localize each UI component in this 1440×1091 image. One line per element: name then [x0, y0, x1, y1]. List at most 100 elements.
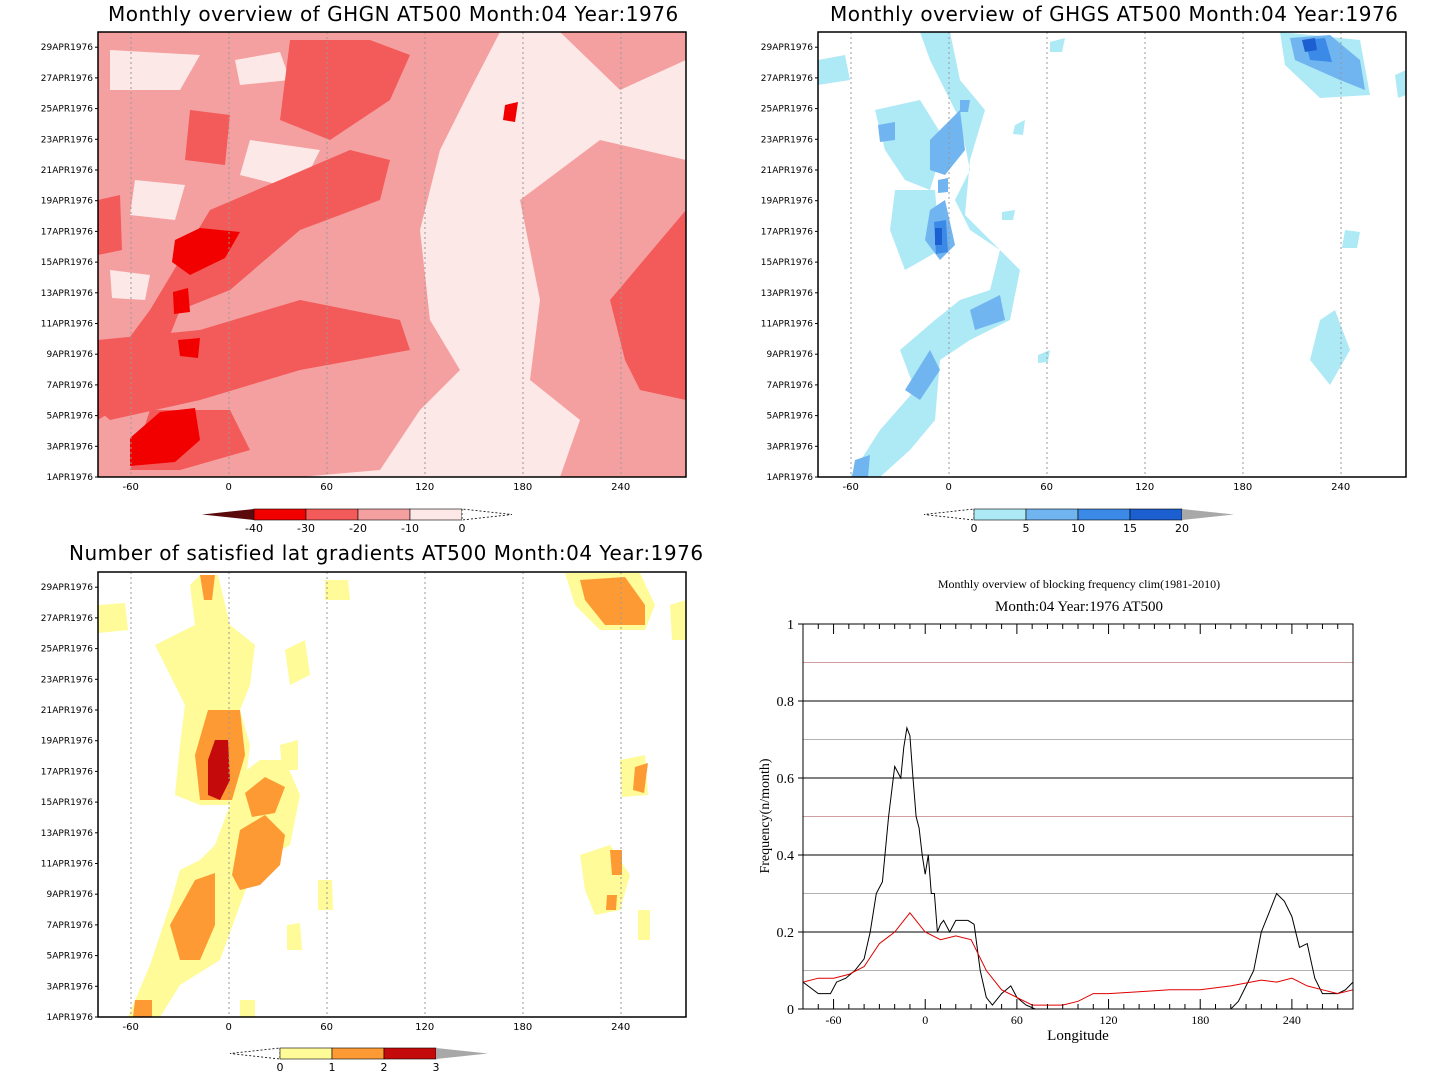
lat-title: Number of satisfied lat gradients AT500 … [69, 541, 704, 565]
colorbar-label: 0 [971, 522, 978, 535]
x-tick-label: 240 [611, 1022, 630, 1033]
ghgn-map: 1APR1976 3APR1976 5APR1976 7APR1976 9APR1976… [41, 31, 687, 535]
x-tick-label: 180 [513, 482, 532, 493]
y-tick-label: 1APR1976 [47, 1013, 94, 1023]
lat-frame [97, 571, 687, 1018]
colorbar-box [253, 508, 307, 521]
x-tick-label: 180 [513, 1022, 532, 1033]
ghgs-gridlines [850, 32, 1342, 477]
y-tick-label: 3APR1976 [47, 442, 94, 452]
ghgn-panel: Monthly overview of GHGN AT500 Month:04 … [0, 0, 720, 545]
x-tick-label: 240 [611, 482, 630, 493]
colorbar-label: 5 [1023, 522, 1030, 535]
y-tick-label: 19APR1976 [761, 197, 813, 207]
ghgn-gridlines [130, 32, 622, 477]
colorbar-extend-left [202, 509, 254, 520]
x-tick-label: 0 [945, 482, 951, 493]
lat-contours [98, 573, 686, 1017]
y-tick-label: 25APR1976 [761, 105, 813, 115]
y-tick-label: 3APR1976 [767, 442, 814, 452]
colorbar-box [1025, 508, 1079, 521]
y-tick-label: 11APR1976 [41, 860, 93, 870]
y-tick-label: 29APR1976 [41, 583, 93, 593]
y-tick-label: 27APR1976 [41, 74, 93, 84]
colorbar-box [279, 1047, 333, 1060]
colorbar-label: 3 [433, 1061, 440, 1074]
y-tick-label: 27APR1976 [761, 74, 813, 84]
ghgn-colorbar: -40 -30 -20 -10 0 [202, 508, 513, 535]
y-tick-label: 17APR1976 [41, 227, 93, 237]
colorbar-box [305, 508, 359, 521]
y-tick-label: 23APR1976 [41, 135, 93, 145]
freq-chart: Monthly overview of blocking frequency c… [758, 577, 1354, 1044]
colorbar-box [973, 508, 1027, 521]
y-tick-label: 5APR1976 [47, 412, 94, 422]
y-tick-label: 25APR1976 [41, 645, 93, 655]
ghgs-frame [817, 31, 1407, 478]
freq-title: Monthly overview of blocking frequency c… [938, 577, 1220, 591]
colorbar-label: 0 [459, 522, 466, 535]
y-tick-label: 3APR1976 [47, 982, 94, 992]
ghgn-y-axis: 1APR1976 3APR1976 5APR1976 7APR1976 9APR1976… [41, 43, 98, 483]
y-tick-label: 1APR1976 [767, 473, 814, 483]
x-tick-label: -60 [122, 1022, 138, 1033]
colorbar-label: -40 [245, 522, 263, 535]
colorbar-label: 20 [1175, 522, 1189, 535]
colorbar-box [357, 508, 411, 521]
freq-axes: -60 0 60 120 180 240 0 0.2 0.4 0.6 0.8 1 [777, 618, 1354, 1027]
y-tick-label: 17APR1976 [761, 227, 813, 237]
x-tick-label: 180 [1233, 482, 1252, 493]
freq-xlabel: Longitude [1047, 1028, 1109, 1044]
colorbar-label: -10 [401, 522, 419, 535]
freq-subtitle: Month:04 Year:1976 AT500 [995, 599, 1163, 615]
y-tick-label: 17APR1976 [41, 767, 93, 777]
ghgn-title: Monthly overview of GHGN AT500 Month:04 … [108, 2, 679, 26]
x-tick-label: 0 [225, 482, 231, 493]
lat-panel: Number of satisfied lat gradients AT500 … [0, 541, 720, 1091]
freq-y-tick-label: 0.2 [777, 926, 795, 941]
y-tick-label: 13APR1976 [41, 289, 93, 299]
lat-colorbar: 0 1 2 3 [229, 1047, 488, 1074]
colorbar-box [1129, 508, 1183, 521]
colorbar-label: 2 [381, 1061, 388, 1074]
y-tick-label: 21APR1976 [761, 166, 813, 176]
freq-x-tick-label: 120 [1100, 1013, 1118, 1027]
y-tick-label: 13APR1976 [41, 829, 93, 839]
y-tick-label: 23APR1976 [761, 135, 813, 145]
y-tick-label: 21APR1976 [41, 166, 93, 176]
freq-series-black [802, 725, 1354, 1010]
colorbar-extend-right [1182, 509, 1234, 520]
freq-series [802, 725, 1354, 1010]
x-tick-label: 120 [415, 482, 434, 493]
y-tick-label: 23APR1976 [41, 675, 93, 685]
y-tick-label: 7APR1976 [47, 381, 94, 391]
y-tick-label: 7APR1976 [767, 381, 814, 391]
y-tick-label: 1APR1976 [47, 473, 94, 483]
y-tick-label: 5APR1976 [47, 952, 94, 962]
y-tick-label: 19APR1976 [41, 737, 93, 747]
y-tick-label: 15APR1976 [41, 798, 93, 808]
freq-x-tick-label: 240 [1283, 1013, 1301, 1027]
colorbar-label: 15 [1123, 522, 1137, 535]
y-tick-label: 13APR1976 [761, 289, 813, 299]
lat-gridlines [130, 572, 622, 1017]
x-tick-label: 0 [225, 1022, 231, 1033]
y-tick-label: 11APR1976 [41, 320, 93, 330]
colorbar-box [1077, 508, 1131, 521]
ghgn-x-axis: -60 0 60 120 180 240 [122, 482, 630, 493]
lat-map: 1APR1976 3APR1976 5APR1976 7APR1976 9APR1976… [41, 571, 687, 1074]
y-tick-label: 9APR1976 [47, 890, 94, 900]
ghgn-contours [98, 32, 686, 477]
colorbar-extend-right [461, 508, 513, 521]
y-tick-label: 25APR1976 [41, 105, 93, 115]
y-tick-label: 11APR1976 [761, 320, 813, 330]
y-tick-label: 9APR1976 [767, 350, 814, 360]
freq-y-tick-label: 0.6 [777, 772, 795, 787]
colorbar-box [383, 1047, 437, 1060]
x-tick-label: 240 [1331, 482, 1350, 493]
y-tick-label: 15APR1976 [41, 258, 93, 268]
freq-x-tick-label: 60 [1011, 1013, 1023, 1027]
freq-y-tick-label: 1 [787, 618, 794, 633]
x-tick-label: 120 [1135, 482, 1154, 493]
x-tick-label: 60 [320, 482, 333, 493]
